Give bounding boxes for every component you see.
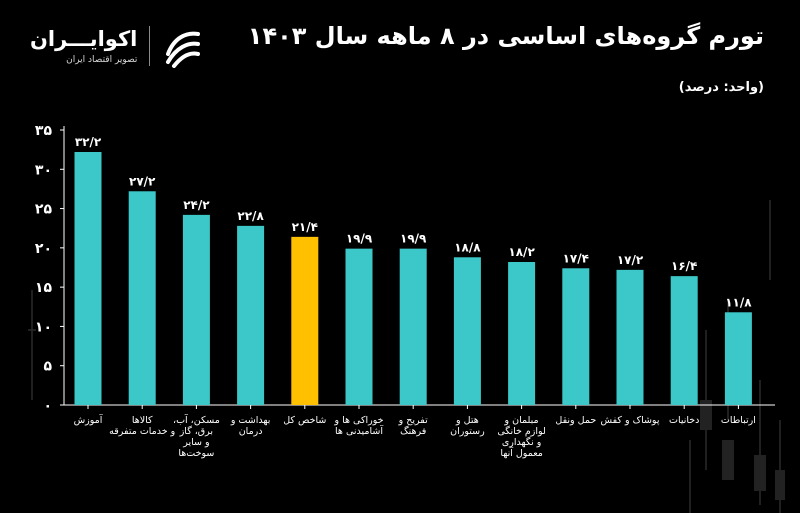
x-tick-label: فرهنگ bbox=[400, 425, 426, 437]
logo-divider bbox=[149, 26, 151, 66]
bar bbox=[128, 191, 156, 405]
y-tick-label: ۵ bbox=[43, 359, 52, 375]
logo-name: اکوایـــران bbox=[30, 27, 138, 51]
x-tick-label: کالاها bbox=[132, 415, 153, 426]
logo: اکوایـــران تصویر اقتصاد ایران bbox=[30, 16, 204, 76]
y-tick-label: ۲۰ bbox=[35, 241, 52, 257]
x-tick-label: آشامیدنی ها bbox=[335, 424, 383, 437]
x-tick-label: رستوران bbox=[450, 426, 485, 437]
bar-value-label: ۲۴/۲ bbox=[183, 198, 210, 212]
logo-tagline: تصویر اقتصاد ایران bbox=[66, 55, 138, 65]
x-tick-label: مبلمان و bbox=[504, 415, 539, 426]
y-tick-label: ۳۰ bbox=[35, 162, 52, 178]
bar bbox=[724, 312, 752, 405]
bar bbox=[399, 248, 427, 405]
x-tick-label: دخانیات bbox=[669, 415, 699, 426]
bar-value-label: ۱۹/۹ bbox=[346, 232, 373, 246]
x-tick-label: و سایر bbox=[182, 437, 209, 448]
x-tick-label: حمل ونقل bbox=[555, 415, 596, 426]
bar bbox=[508, 262, 536, 405]
x-tick-label: و خدمات متفرقه bbox=[109, 426, 175, 437]
x-tick-label: برق، گاز bbox=[179, 425, 213, 437]
bar-value-label: ۲۲/۸ bbox=[237, 209, 264, 223]
x-tick-label: شاخص کل bbox=[283, 415, 326, 426]
bar-value-label: ۱۷/۴ bbox=[563, 251, 589, 265]
x-tick-label: بهداشت و bbox=[230, 415, 271, 426]
x-tick-label: تفریح و bbox=[398, 415, 428, 426]
bar-value-label: ۱۱/۸ bbox=[725, 295, 752, 309]
x-tick-label: سوخت‌ها bbox=[178, 448, 214, 459]
y-tick-label: ۳۵ bbox=[35, 123, 53, 139]
y-tick-label: ۲۵ bbox=[35, 202, 53, 218]
bar bbox=[453, 257, 481, 405]
bar bbox=[562, 268, 590, 405]
bar bbox=[616, 269, 644, 405]
x-tick-label: مسکن، آب، bbox=[173, 413, 220, 426]
bar-value-label: ۱۷/۲ bbox=[617, 253, 644, 267]
bar-value-label: ۱۹/۹ bbox=[400, 232, 427, 246]
bar bbox=[291, 236, 319, 405]
x-tick-label: خوراکی ها و bbox=[334, 415, 384, 426]
logo-mark-icon bbox=[166, 31, 201, 68]
x-tick-label: آموزش bbox=[74, 413, 103, 426]
bar bbox=[182, 214, 210, 405]
x-tick-label: ارتباطات bbox=[721, 415, 756, 426]
bar-value-label: ۲۷/۲ bbox=[129, 174, 156, 188]
x-tick-label: معمول آنها bbox=[500, 446, 543, 459]
x-tick-label: پوشاک و کفش bbox=[601, 415, 660, 426]
bar-value-label: ۱۸/۲ bbox=[508, 245, 535, 259]
y-tick-label: ۱۰ bbox=[35, 319, 52, 335]
bar-value-label: ۳۲/۲ bbox=[75, 135, 102, 149]
bar bbox=[670, 276, 698, 405]
x-tick-label: و نگهداری bbox=[502, 436, 542, 448]
logo-text: اکوایـــران تصویر اقتصاد ایران bbox=[30, 27, 137, 65]
bar bbox=[237, 225, 265, 405]
x-tick-label: درمان bbox=[239, 426, 263, 437]
y-tick-label: ۱۵ bbox=[35, 280, 53, 296]
y-tick-label: ۰ bbox=[43, 398, 52, 414]
bar-value-label: ۱۸/۸ bbox=[454, 240, 481, 254]
bar bbox=[345, 248, 373, 405]
bar bbox=[74, 152, 102, 405]
x-tick-label: هتل و bbox=[455, 415, 479, 426]
chart-title: تورم گروه‌های اساسی در ۸ ماهه سال ۱۴۰۳ bbox=[247, 22, 764, 50]
bar-value-label: ۲۱/۴ bbox=[292, 220, 318, 234]
bar-value-label: ۱۶/۴ bbox=[671, 259, 697, 273]
x-tick-label: لوازم خانگی bbox=[497, 425, 546, 437]
unit-label: (واحد: درصد) bbox=[678, 80, 764, 95]
